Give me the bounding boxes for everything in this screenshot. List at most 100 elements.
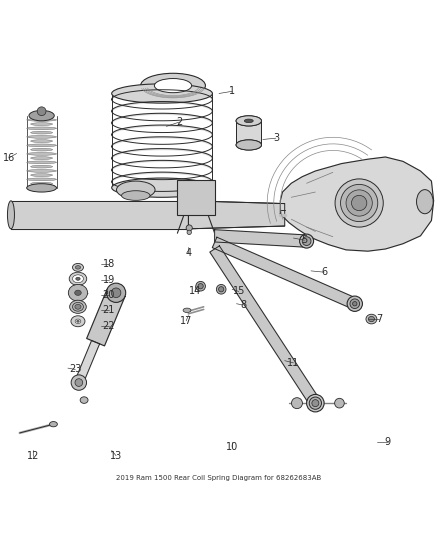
Polygon shape [112, 125, 212, 136]
Polygon shape [75, 341, 99, 384]
Bar [177, 180, 215, 215]
Ellipse shape [27, 169, 57, 172]
Ellipse shape [29, 110, 54, 121]
Ellipse shape [77, 320, 79, 322]
Ellipse shape [112, 178, 212, 197]
Ellipse shape [27, 118, 57, 122]
Polygon shape [212, 237, 357, 309]
Ellipse shape [71, 316, 85, 327]
Ellipse shape [187, 230, 191, 235]
Text: 4: 4 [185, 248, 191, 259]
Ellipse shape [73, 302, 83, 311]
Ellipse shape [300, 234, 314, 248]
Ellipse shape [347, 296, 363, 311]
Ellipse shape [49, 422, 57, 427]
Polygon shape [112, 114, 212, 124]
Ellipse shape [111, 288, 121, 297]
Text: 12: 12 [27, 451, 39, 461]
Ellipse shape [69, 272, 87, 285]
Ellipse shape [366, 314, 377, 324]
Ellipse shape [31, 123, 53, 125]
Text: 7: 7 [376, 314, 382, 324]
Ellipse shape [216, 285, 226, 294]
Ellipse shape [351, 195, 367, 211]
Polygon shape [112, 101, 212, 112]
Ellipse shape [312, 400, 319, 407]
Ellipse shape [353, 302, 357, 306]
Ellipse shape [27, 152, 57, 155]
Ellipse shape [112, 84, 212, 103]
Ellipse shape [73, 275, 83, 282]
Text: 23: 23 [69, 365, 81, 374]
Ellipse shape [368, 317, 374, 322]
Text: 19: 19 [102, 274, 115, 285]
Text: 11: 11 [287, 358, 300, 368]
Text: 2019 Ram 1500 Rear Coil Spring Diagram for 68262683AB: 2019 Ram 1500 Rear Coil Spring Diagram f… [117, 475, 321, 481]
Ellipse shape [350, 299, 360, 309]
Text: 21: 21 [102, 305, 115, 316]
Ellipse shape [183, 308, 191, 312]
Polygon shape [280, 157, 434, 251]
Ellipse shape [71, 375, 87, 390]
Text: 5: 5 [301, 235, 307, 245]
Polygon shape [11, 201, 188, 229]
Ellipse shape [27, 127, 57, 130]
Ellipse shape [70, 300, 86, 313]
Ellipse shape [31, 157, 53, 159]
Ellipse shape [31, 148, 53, 151]
Text: 13: 13 [110, 451, 122, 461]
Text: 18: 18 [102, 260, 115, 269]
Text: 8: 8 [240, 300, 246, 310]
Ellipse shape [291, 398, 302, 409]
Ellipse shape [31, 114, 53, 117]
Ellipse shape [106, 283, 126, 302]
Ellipse shape [31, 140, 53, 142]
Ellipse shape [186, 225, 192, 231]
Ellipse shape [75, 304, 81, 309]
Ellipse shape [198, 284, 203, 289]
Ellipse shape [75, 319, 81, 324]
Ellipse shape [154, 78, 192, 93]
Ellipse shape [27, 161, 57, 164]
Polygon shape [112, 172, 212, 183]
Ellipse shape [73, 263, 83, 271]
Polygon shape [87, 289, 125, 346]
Polygon shape [112, 160, 212, 171]
Ellipse shape [196, 281, 205, 291]
Ellipse shape [31, 182, 53, 185]
Ellipse shape [346, 190, 372, 216]
Ellipse shape [27, 184, 57, 192]
Text: 2: 2 [177, 117, 183, 127]
Polygon shape [112, 90, 212, 100]
Ellipse shape [117, 181, 155, 199]
Text: 3: 3 [273, 133, 279, 143]
Ellipse shape [75, 265, 81, 269]
Ellipse shape [335, 179, 383, 227]
Ellipse shape [7, 201, 14, 229]
Ellipse shape [236, 116, 261, 126]
Text: 20: 20 [102, 290, 115, 300]
Text: 16: 16 [3, 153, 15, 163]
Ellipse shape [141, 74, 205, 98]
Ellipse shape [80, 397, 88, 403]
Ellipse shape [27, 178, 57, 181]
Text: 1: 1 [229, 86, 235, 96]
Text: 9: 9 [385, 437, 391, 447]
Text: 15: 15 [233, 286, 245, 296]
Ellipse shape [236, 140, 261, 150]
Ellipse shape [31, 165, 53, 168]
Ellipse shape [340, 184, 378, 222]
Polygon shape [112, 149, 212, 159]
Text: 17: 17 [180, 316, 192, 326]
Ellipse shape [75, 379, 83, 386]
Ellipse shape [236, 140, 261, 150]
Text: 22: 22 [102, 321, 115, 330]
Ellipse shape [307, 394, 324, 412]
Ellipse shape [244, 119, 253, 123]
Ellipse shape [417, 190, 433, 214]
Polygon shape [210, 246, 320, 406]
Ellipse shape [309, 397, 321, 409]
Polygon shape [112, 137, 212, 148]
Text: 14: 14 [189, 286, 201, 296]
Ellipse shape [219, 287, 224, 292]
